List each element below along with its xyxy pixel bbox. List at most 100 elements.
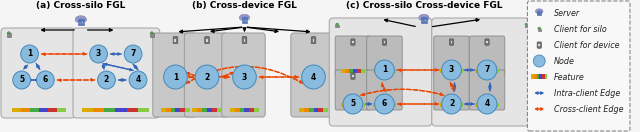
- FancyBboxPatch shape: [469, 36, 505, 76]
- Ellipse shape: [9, 33, 11, 34]
- Bar: [525, 25, 528, 27]
- Bar: [202, 108, 207, 112]
- Text: 1: 1: [27, 50, 32, 58]
- Circle shape: [425, 20, 426, 21]
- Bar: [361, 69, 365, 73]
- Circle shape: [233, 65, 257, 89]
- Text: 3: 3: [449, 65, 454, 74]
- Bar: [207, 108, 212, 112]
- Bar: [349, 103, 353, 107]
- Ellipse shape: [239, 14, 250, 20]
- Bar: [456, 103, 460, 107]
- Bar: [341, 103, 345, 107]
- FancyBboxPatch shape: [351, 39, 355, 45]
- Ellipse shape: [419, 16, 425, 20]
- FancyBboxPatch shape: [485, 73, 489, 79]
- Bar: [392, 103, 396, 107]
- Text: 3: 3: [242, 72, 247, 81]
- Text: 7: 7: [484, 65, 490, 74]
- Bar: [495, 69, 499, 73]
- Bar: [540, 74, 542, 79]
- Bar: [254, 108, 259, 112]
- Bar: [491, 103, 495, 107]
- FancyBboxPatch shape: [242, 37, 247, 44]
- Text: 1: 1: [173, 72, 178, 81]
- FancyBboxPatch shape: [485, 39, 489, 45]
- Ellipse shape: [538, 28, 539, 29]
- Circle shape: [82, 21, 83, 22]
- Ellipse shape: [538, 27, 540, 29]
- Bar: [230, 108, 235, 112]
- Bar: [440, 103, 444, 107]
- Ellipse shape: [536, 10, 540, 13]
- Bar: [349, 69, 353, 73]
- Text: 4: 4: [484, 100, 490, 109]
- Bar: [241, 17, 248, 20]
- FancyBboxPatch shape: [311, 37, 316, 44]
- Bar: [372, 69, 376, 73]
- Bar: [138, 108, 149, 112]
- Bar: [180, 108, 186, 112]
- Bar: [487, 103, 491, 107]
- Text: 2: 2: [104, 76, 109, 84]
- Bar: [376, 103, 381, 107]
- FancyBboxPatch shape: [205, 37, 209, 44]
- Bar: [235, 108, 239, 112]
- Bar: [460, 69, 463, 73]
- Bar: [241, 21, 248, 23]
- Circle shape: [98, 71, 115, 89]
- Bar: [460, 103, 463, 107]
- Text: 5: 5: [19, 76, 24, 84]
- Text: 3: 3: [96, 50, 101, 58]
- Ellipse shape: [423, 16, 429, 20]
- Bar: [483, 103, 487, 107]
- Bar: [483, 69, 487, 73]
- Bar: [444, 103, 447, 107]
- Circle shape: [164, 65, 188, 89]
- Bar: [312, 39, 314, 42]
- Bar: [308, 108, 314, 112]
- FancyBboxPatch shape: [73, 28, 160, 118]
- Bar: [244, 108, 250, 112]
- Bar: [487, 69, 491, 73]
- Circle shape: [82, 22, 83, 23]
- Circle shape: [129, 71, 147, 89]
- FancyBboxPatch shape: [434, 70, 469, 110]
- Bar: [491, 69, 495, 73]
- Circle shape: [301, 65, 325, 89]
- FancyBboxPatch shape: [1, 28, 75, 118]
- Circle shape: [13, 71, 31, 89]
- Text: (c) Cross-silo Cross-device FGL: (c) Cross-silo Cross-device FGL: [346, 1, 502, 10]
- Ellipse shape: [419, 14, 429, 20]
- Bar: [357, 103, 361, 107]
- Text: Client for device: Client for device: [554, 41, 620, 50]
- Text: Intra-client Edge: Intra-client Edge: [554, 88, 620, 98]
- Bar: [345, 103, 349, 107]
- FancyBboxPatch shape: [367, 36, 402, 76]
- Bar: [314, 108, 319, 112]
- Bar: [536, 74, 540, 79]
- Circle shape: [36, 71, 54, 89]
- Bar: [115, 108, 127, 112]
- Bar: [352, 41, 354, 43]
- Bar: [385, 69, 388, 73]
- Text: 7: 7: [131, 50, 136, 58]
- Bar: [421, 21, 427, 23]
- Ellipse shape: [244, 16, 250, 20]
- Bar: [7, 33, 11, 37]
- Text: Node: Node: [554, 56, 575, 65]
- Bar: [486, 41, 488, 43]
- Bar: [104, 108, 115, 112]
- Text: 2: 2: [204, 72, 210, 81]
- Bar: [538, 29, 541, 31]
- Bar: [451, 41, 452, 43]
- Bar: [30, 108, 39, 112]
- Circle shape: [425, 19, 426, 20]
- Circle shape: [442, 60, 461, 80]
- Bar: [319, 108, 323, 112]
- Bar: [537, 13, 541, 15]
- Bar: [21, 108, 30, 112]
- FancyBboxPatch shape: [291, 33, 334, 117]
- Bar: [383, 75, 385, 77]
- Bar: [479, 103, 483, 107]
